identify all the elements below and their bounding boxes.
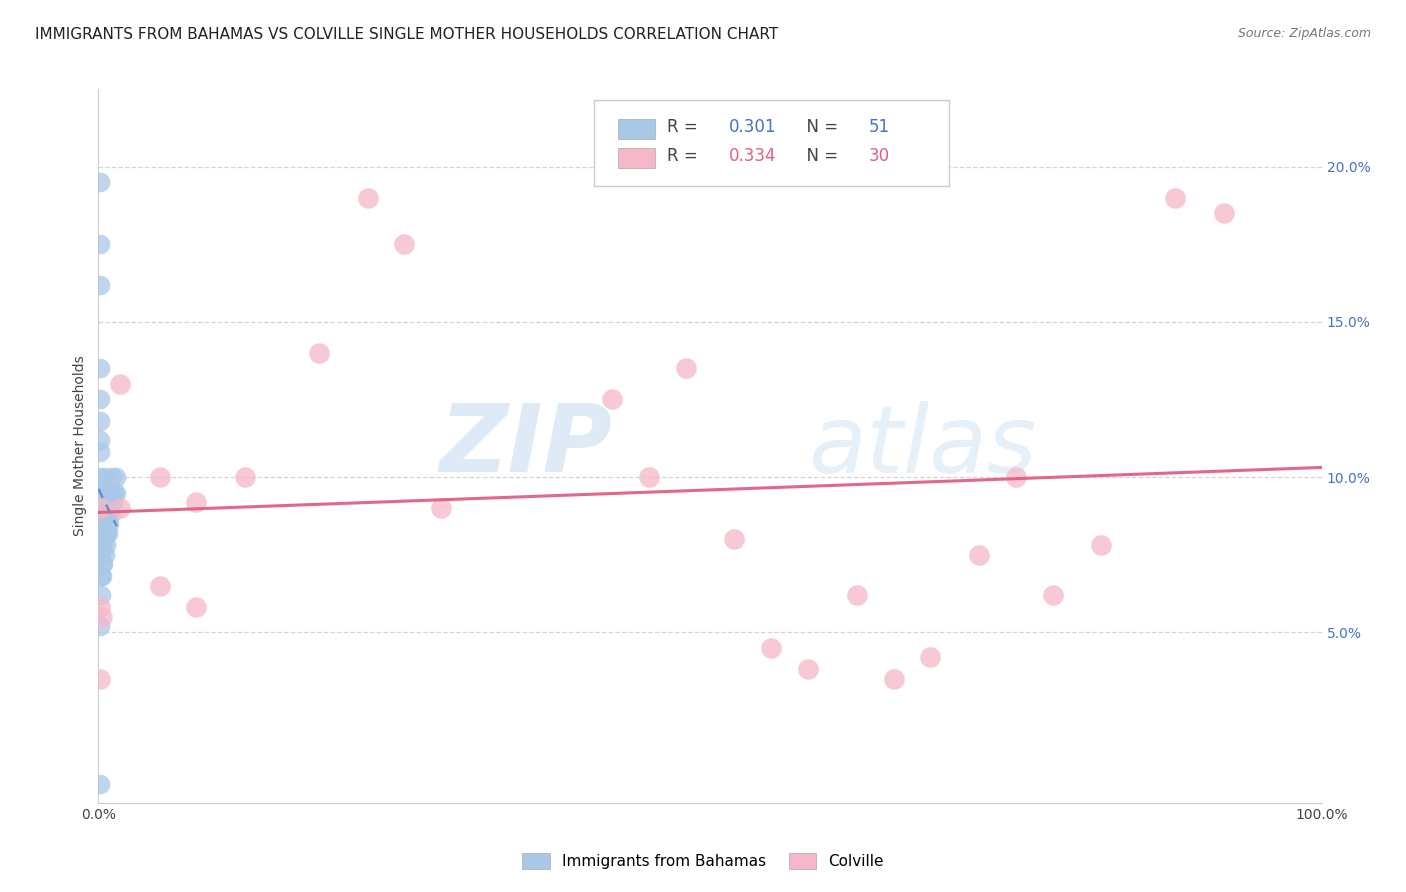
Point	[1090, 538, 1112, 552]
Point	[91, 508, 114, 522]
Point	[93, 470, 115, 484]
Text: 51: 51	[869, 118, 890, 136]
Point	[101, 495, 124, 509]
Point	[89, 495, 111, 509]
Legend: Immigrants from Bahamas, Colville: Immigrants from Bahamas, Colville	[516, 847, 890, 875]
Point	[91, 525, 114, 540]
Point	[90, 569, 112, 583]
Point	[308, 346, 330, 360]
Point	[89, 777, 111, 791]
Point	[110, 376, 132, 391]
Point	[883, 672, 905, 686]
Point	[94, 538, 117, 552]
Point	[89, 672, 111, 686]
Text: R =: R =	[668, 146, 703, 164]
Text: 0.301: 0.301	[728, 118, 776, 136]
Point	[233, 470, 256, 484]
Point	[1004, 470, 1026, 484]
Point	[392, 237, 416, 252]
Point	[101, 470, 124, 484]
Point	[761, 640, 783, 655]
Point	[91, 495, 114, 509]
Point	[675, 361, 697, 376]
Point	[91, 538, 114, 552]
Text: IMMIGRANTS FROM BAHAMAS VS COLVILLE SINGLE MOTHER HOUSEHOLDS CORRELATION CHART: IMMIGRANTS FROM BAHAMAS VS COLVILLE SING…	[35, 27, 779, 42]
Point	[104, 470, 127, 484]
Point	[101, 495, 124, 509]
Point	[91, 538, 114, 552]
FancyBboxPatch shape	[619, 120, 655, 139]
Point	[89, 414, 111, 428]
Text: 30: 30	[869, 146, 890, 164]
Point	[110, 501, 132, 516]
Point	[93, 508, 115, 522]
Point	[89, 470, 111, 484]
Point	[89, 237, 111, 252]
Point	[91, 508, 114, 522]
Point	[96, 525, 118, 540]
Point	[186, 600, 208, 615]
FancyBboxPatch shape	[619, 148, 655, 168]
Point	[100, 485, 122, 500]
Point	[91, 557, 114, 571]
Point	[90, 532, 112, 546]
Point	[90, 508, 112, 522]
Y-axis label: Single Mother Households: Single Mother Households	[73, 356, 87, 536]
Point	[920, 650, 942, 665]
Text: R =: R =	[668, 118, 703, 136]
Text: N =: N =	[796, 146, 844, 164]
Point	[97, 525, 120, 540]
Point	[94, 495, 117, 509]
Text: atlas: atlas	[808, 401, 1036, 491]
Point	[797, 662, 820, 676]
Text: N =: N =	[796, 118, 844, 136]
Point	[94, 525, 117, 540]
Point	[90, 588, 112, 602]
Point	[90, 485, 112, 500]
Point	[723, 532, 745, 546]
FancyBboxPatch shape	[593, 100, 949, 186]
Text: Source: ZipAtlas.com: Source: ZipAtlas.com	[1237, 27, 1371, 40]
Point	[98, 495, 121, 509]
Point	[96, 485, 118, 500]
Point	[967, 548, 990, 562]
Point	[89, 433, 111, 447]
Point	[430, 501, 453, 516]
Point	[89, 445, 111, 459]
Point	[104, 485, 127, 500]
Point	[89, 175, 111, 189]
Point	[90, 548, 112, 562]
Point	[93, 548, 115, 562]
Text: ZIP: ZIP	[439, 400, 612, 492]
Point	[91, 609, 114, 624]
Text: 0.334: 0.334	[728, 146, 776, 164]
Point	[91, 569, 114, 583]
Point	[1212, 206, 1234, 220]
Point	[600, 392, 623, 407]
Point	[103, 485, 125, 500]
Point	[100, 508, 122, 522]
Point	[89, 392, 111, 407]
Point	[89, 277, 111, 292]
Point	[91, 557, 114, 571]
Point	[356, 191, 378, 205]
Point	[89, 600, 111, 615]
Point	[149, 579, 172, 593]
Point	[91, 485, 114, 500]
Point	[89, 361, 111, 376]
Point	[91, 525, 114, 540]
Point	[1042, 588, 1064, 602]
Point	[98, 516, 121, 531]
Point	[845, 588, 868, 602]
Point	[96, 508, 118, 522]
Point	[97, 508, 120, 522]
Point	[638, 470, 661, 484]
Point	[93, 525, 115, 540]
Point	[186, 495, 208, 509]
Point	[1164, 191, 1187, 205]
Point	[90, 501, 112, 516]
Point	[89, 619, 111, 633]
Point	[149, 470, 172, 484]
